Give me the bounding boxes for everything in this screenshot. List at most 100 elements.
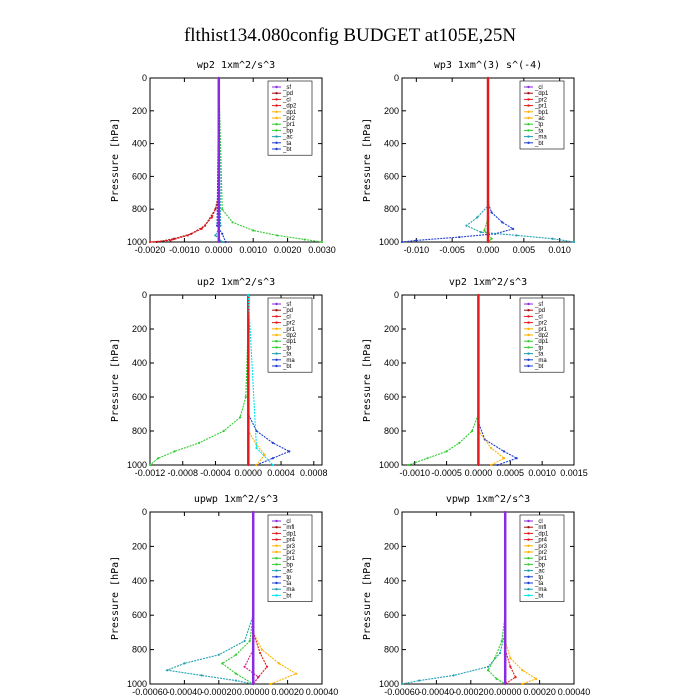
- data-point: [214, 234, 217, 237]
- data-point: [502, 457, 506, 460]
- legend-entry: _cl: [282, 519, 291, 525]
- legend-marker: [527, 302, 530, 306]
- legend-marker: [275, 327, 278, 330]
- x-tick-label: -0.00060: [132, 687, 168, 697]
- legend-entry: _ma: [534, 358, 547, 364]
- y-axis-label: Pressure [hPa]: [110, 118, 121, 202]
- legend-marker: [275, 147, 278, 151]
- data-point: [157, 457, 160, 460]
- x-tick-label: 0.005: [513, 245, 536, 255]
- y-tick-label: 600: [384, 392, 399, 402]
- series-line-ta: [165, 512, 254, 685]
- data-point: [490, 446, 493, 450]
- legend-marker: [527, 104, 530, 107]
- data-point: [243, 639, 246, 643]
- legend-entry: _sf: [282, 85, 291, 91]
- legend-entry: _ta: [282, 141, 292, 147]
- data-point: [476, 216, 479, 219]
- data-point: [252, 229, 255, 232]
- data-point: [320, 240, 324, 244]
- legend-entry: _bp: [282, 562, 294, 568]
- panel-title: upwp 1xm^2/s^3: [194, 494, 278, 505]
- legend-marker: [527, 309, 530, 312]
- y-tick-label: 600: [132, 610, 147, 620]
- data-point: [247, 463, 250, 467]
- x-tick-label: 0.0015: [560, 468, 588, 478]
- y-tick-label: 0: [142, 507, 147, 517]
- data-point: [511, 227, 515, 230]
- y-tick-label: 600: [132, 171, 147, 181]
- legend-marker: [275, 519, 278, 523]
- legend-entry: _sf: [534, 302, 543, 308]
- y-tick-label: 0: [394, 73, 399, 83]
- legend-entry: _ta: [534, 352, 544, 358]
- legend-marker: [275, 594, 278, 597]
- legend-entry: _tp: [534, 345, 544, 351]
- legend-entry: _dp2: [534, 333, 549, 339]
- legend-box: [519, 80, 565, 150]
- legend-entry: _pr1: [282, 327, 296, 333]
- y-tick-label: 800: [132, 645, 147, 655]
- data-point: [243, 665, 246, 668]
- legend-entry: _ac: [534, 116, 545, 122]
- x-tick-label: -0.0020: [135, 245, 166, 255]
- y-tick-label: 800: [132, 204, 147, 214]
- legend-marker: [275, 563, 278, 566]
- legend-entry: _tp: [282, 575, 292, 581]
- y-axis-label: Pressure [hPa]: [110, 338, 121, 422]
- legend-marker: [275, 352, 278, 355]
- y-tick-label: 0: [142, 290, 147, 300]
- data-point: [258, 651, 262, 655]
- x-tick-label: 0.00020: [271, 687, 304, 697]
- legend-marker: [527, 575, 530, 578]
- plot-frame: [401, 511, 575, 685]
- legend-marker: [275, 98, 278, 101]
- data-point: [490, 211, 493, 214]
- legend-marker: [527, 340, 530, 343]
- chart-panel-2: wp3 1xm^(3) s^(-4) Pressure [hPa] 0 200 400 6…: [362, 60, 576, 255]
- panel-title: wp3 1xm^(3) s^(-4): [434, 60, 542, 71]
- data-point: [486, 665, 490, 668]
- series-line-ta: [401, 512, 506, 685]
- x-tick-label: 0.00000: [237, 687, 270, 697]
- legend-marker: [275, 538, 278, 541]
- y-tick-label: 200: [132, 106, 147, 116]
- data-point: [217, 653, 220, 656]
- panel-title: vp2 1xm^2/s^3: [449, 277, 527, 288]
- legend-marker: [275, 575, 278, 578]
- legend-entry: _bp1: [534, 110, 549, 116]
- data-point: [271, 457, 274, 460]
- y-tick-label: 0: [394, 507, 399, 517]
- data-point: [515, 457, 518, 460]
- data-point: [486, 240, 490, 244]
- legend-marker: [275, 315, 278, 318]
- data-point: [255, 446, 258, 450]
- y-tick-label: 800: [384, 204, 399, 214]
- data-point: [265, 665, 269, 668]
- data-point: [295, 672, 298, 675]
- x-tick-label: -0.00040: [167, 687, 203, 697]
- panel-title: wp2 1xm^2/s^3: [197, 60, 275, 71]
- data-point: [521, 682, 524, 686]
- legend-entry: _pr1: [282, 122, 296, 128]
- y-tick-label: 1000: [127, 237, 147, 247]
- legend-entry: _pr2: [282, 550, 296, 556]
- legend-marker: [527, 538, 530, 541]
- y-tick-label: 800: [384, 426, 399, 436]
- legend-entry: _bt: [534, 141, 544, 147]
- legend-marker: [527, 98, 530, 101]
- legend-marker: [275, 532, 278, 535]
- data-point: [490, 463, 493, 467]
- data-point: [244, 395, 247, 399]
- data-point: [183, 662, 186, 665]
- legend-marker: [275, 123, 278, 126]
- data-point: [498, 651, 502, 655]
- y-tick-label: 200: [384, 541, 399, 551]
- legend-entry: _pd: [282, 91, 293, 97]
- x-tick-label: -0.005: [439, 245, 465, 255]
- legend-marker: [527, 346, 530, 349]
- legend-entry: _cl: [282, 97, 291, 103]
- legend-marker: [527, 116, 530, 120]
- y-axis-label: Pressure [hPa]: [362, 556, 373, 640]
- data-point: [495, 677, 498, 680]
